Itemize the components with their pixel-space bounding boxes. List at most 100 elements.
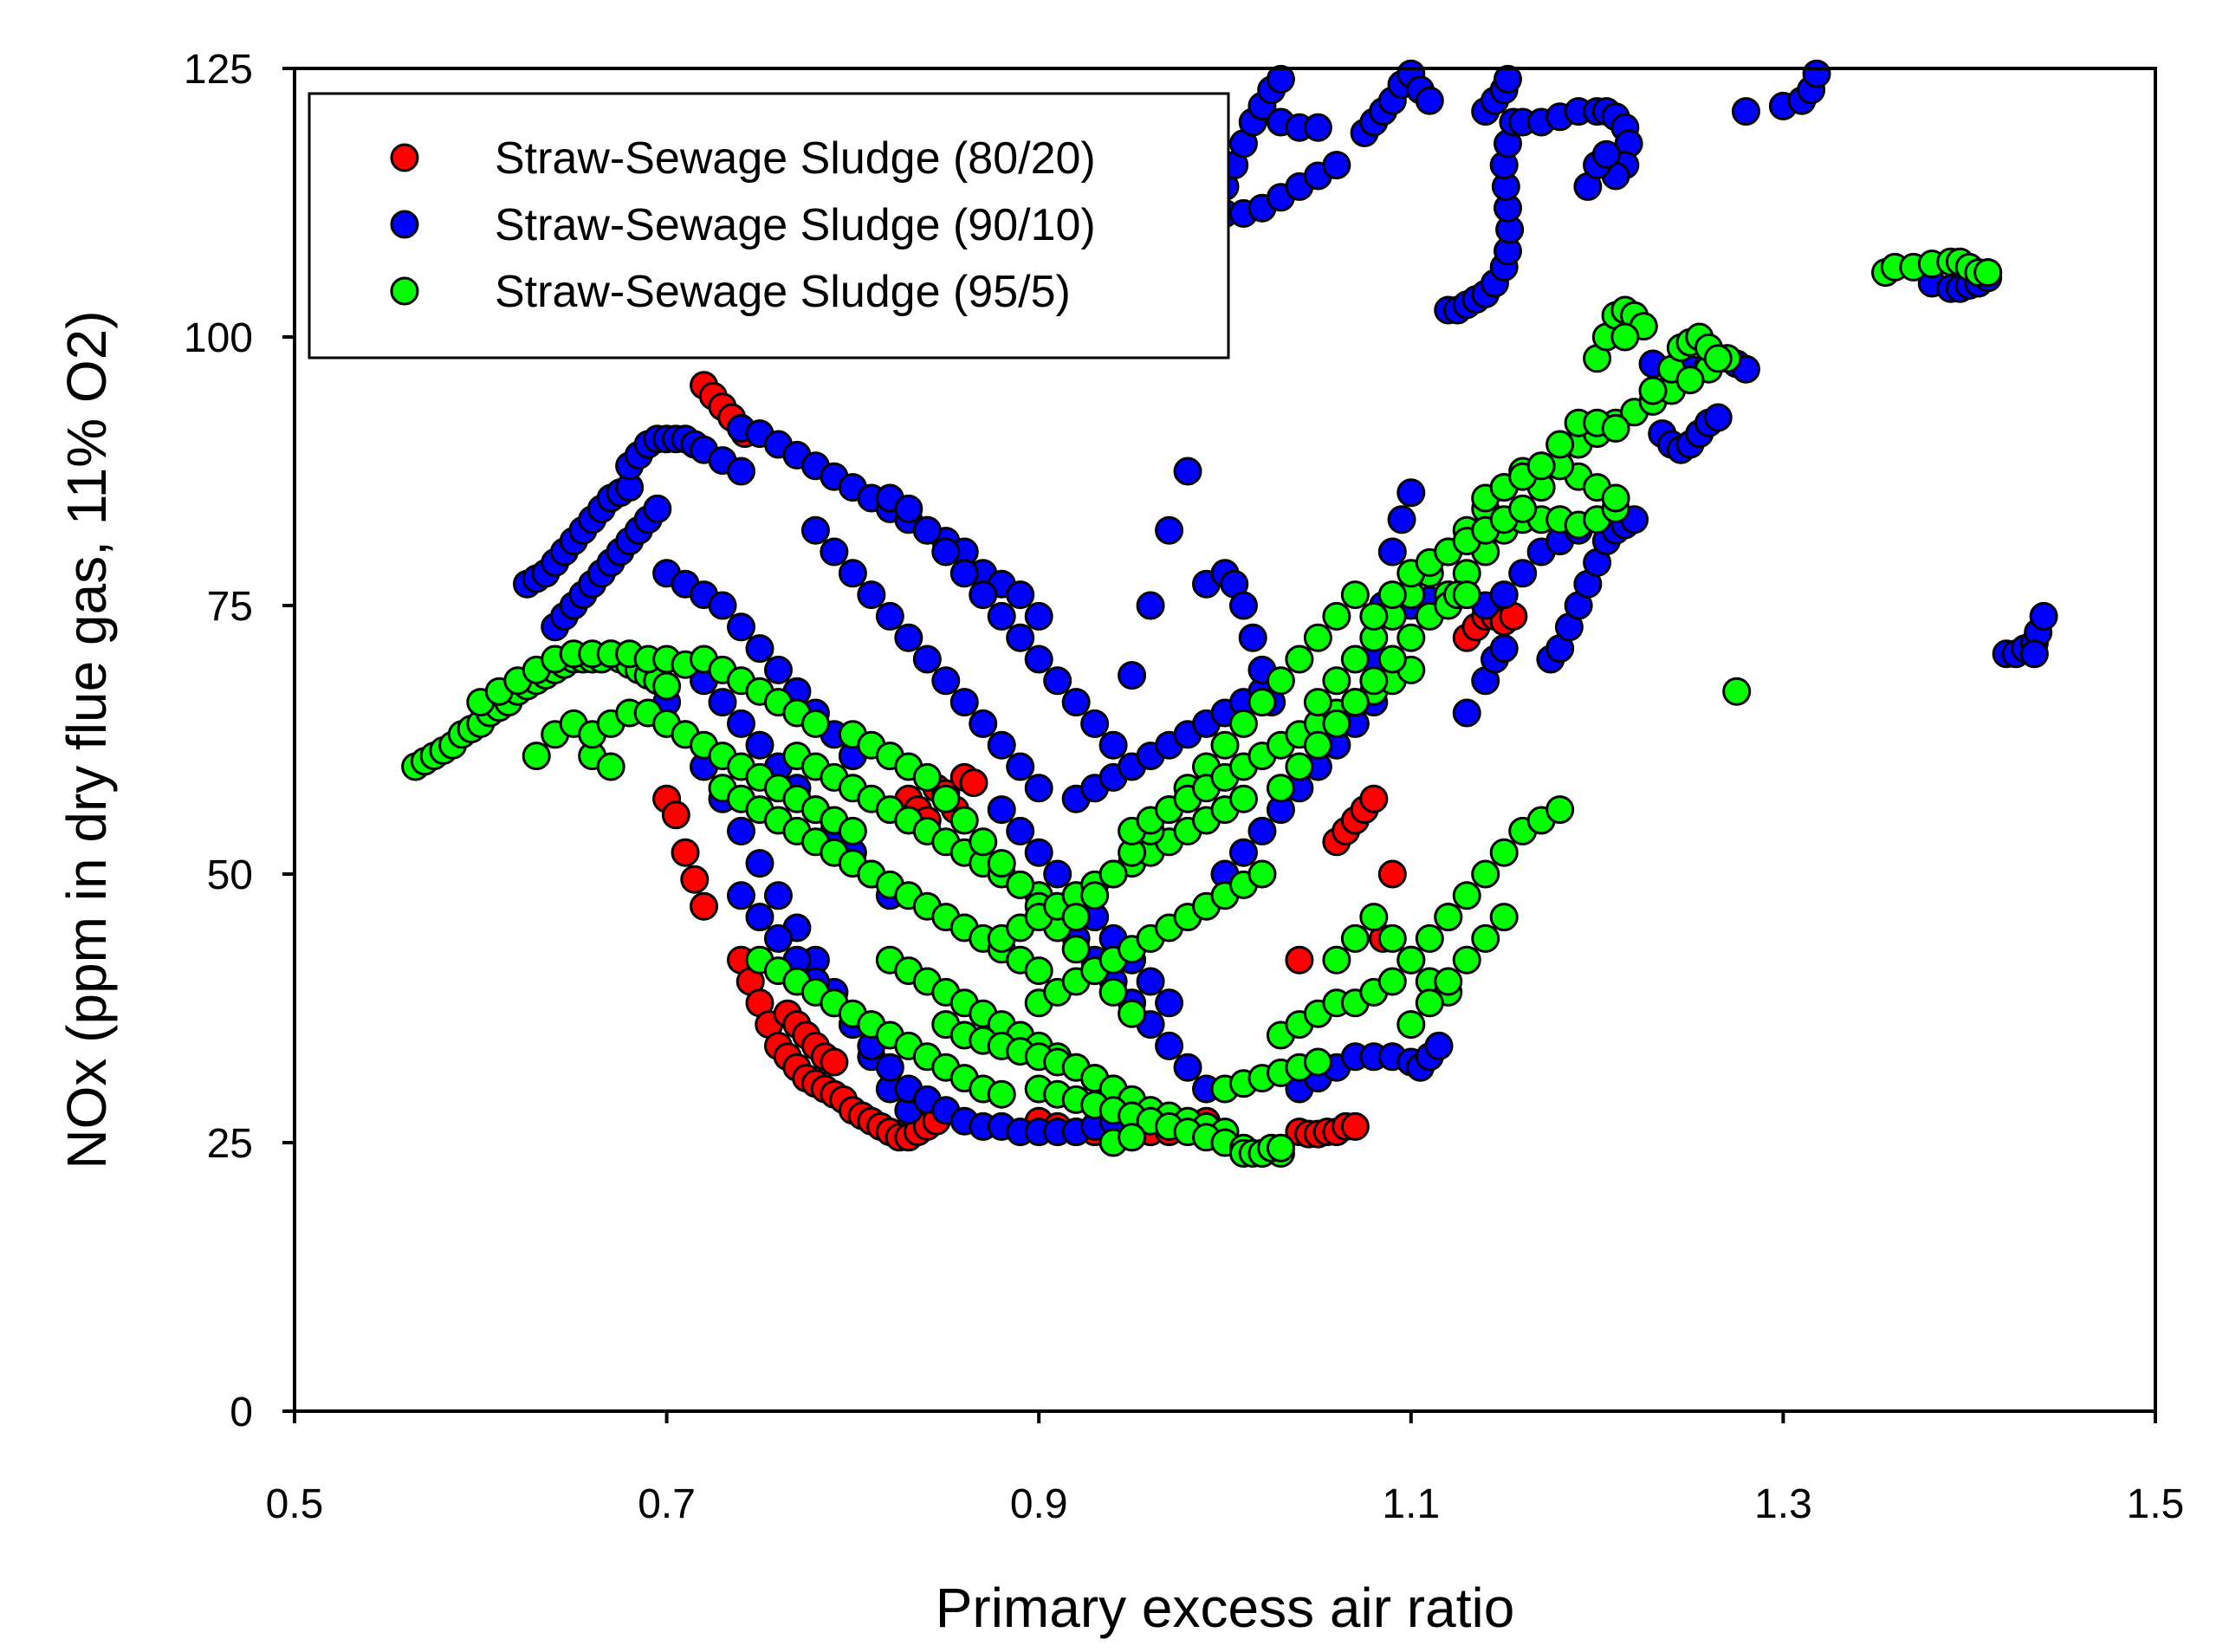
data-point [1061, 935, 1091, 964]
data-point [1266, 774, 1295, 803]
data-point [1601, 483, 1630, 513]
data-point [727, 709, 756, 738]
data-point [1322, 151, 1351, 180]
data-point [912, 515, 942, 545]
data-point [1601, 413, 1630, 443]
data-point [1285, 752, 1314, 781]
data-point [987, 601, 1016, 631]
data-point [931, 784, 961, 813]
data-point [1303, 730, 1332, 760]
x-tick-label: 0.5 [266, 1481, 324, 1527]
data-point [1136, 967, 1165, 996]
data-point [1303, 623, 1332, 652]
data-point [1303, 113, 1332, 142]
data-point [671, 838, 700, 867]
data-point [1452, 698, 1481, 728]
data-point [987, 1079, 1016, 1109]
data-point [1452, 881, 1481, 910]
data-point [708, 688, 737, 717]
data-point [1722, 677, 1752, 706]
data-point [745, 634, 774, 664]
data-point [2029, 601, 2058, 631]
data-point [1118, 661, 1147, 690]
data-point [1210, 730, 1240, 760]
data-point [1006, 580, 1035, 610]
data-point [1228, 709, 1258, 738]
legend-marker [390, 276, 419, 306]
data-point [1043, 859, 1072, 889]
data-point [1359, 601, 1389, 631]
data-point [1396, 945, 1426, 975]
legend-box [308, 92, 1230, 360]
plot-frame [293, 67, 2157, 1413]
data-point [1471, 859, 1500, 889]
y-tick-label: 25 [207, 1121, 253, 1167]
data-point [1238, 623, 1267, 652]
data-point [912, 762, 942, 792]
data-point [1452, 580, 1481, 610]
data-point [1118, 1123, 1147, 1152]
data-point [1359, 666, 1389, 696]
y-axis-label: NOx (ppm in dry flue gas, 11% O2) [55, 310, 118, 1169]
data-point [1489, 634, 1519, 664]
data-point [1545, 430, 1575, 459]
data-point [1118, 999, 1147, 1028]
data-point [959, 768, 988, 798]
data-point [1098, 730, 1128, 760]
data-point [1377, 967, 1407, 996]
data-point [1024, 601, 1053, 631]
series-2 [401, 247, 2003, 1168]
data-point [680, 865, 710, 894]
data-point [1043, 666, 1072, 696]
data-point [1526, 451, 1556, 481]
data-point [1155, 1031, 1184, 1060]
data-point [1322, 601, 1351, 631]
data-point [875, 601, 904, 631]
y-tick-label: 75 [207, 584, 253, 630]
data-point [1508, 559, 1538, 588]
data-point [745, 849, 774, 878]
data-point [800, 515, 830, 545]
x-axis-label: Primary excess air ratio [936, 1577, 1515, 1639]
data-point [690, 891, 719, 921]
data-point [763, 655, 793, 684]
data-point [1731, 97, 1760, 126]
data-point [820, 1047, 849, 1077]
data-point [800, 709, 830, 738]
data-point [1247, 688, 1277, 717]
data-point [894, 494, 923, 523]
data-point [1489, 903, 1519, 932]
data-point [1545, 795, 1575, 825]
legend-marker [390, 210, 419, 239]
data-point [949, 806, 979, 835]
y-tick-label: 50 [207, 852, 253, 898]
legend-marker [390, 143, 419, 172]
data-point [1377, 580, 1407, 610]
data-point [1024, 838, 1053, 867]
data-point [857, 580, 886, 610]
data-point [1377, 859, 1407, 889]
data-point [1610, 322, 1640, 352]
x-tick-label: 1.3 [1754, 1481, 1812, 1527]
data-point [1359, 903, 1389, 932]
data-point [727, 881, 756, 910]
data-point [652, 671, 682, 701]
data-point [1155, 515, 1184, 545]
series-1 [513, 59, 2058, 1147]
data-point [1303, 688, 1332, 717]
data-point [1415, 988, 1444, 1018]
data-point [1080, 881, 1110, 910]
data-point [1424, 1031, 1454, 1060]
data-point [838, 559, 867, 588]
data-point [1434, 903, 1463, 932]
data-point [1377, 645, 1407, 674]
data-point [1638, 376, 1668, 405]
data-point [661, 800, 690, 830]
data-point [1387, 505, 1416, 534]
data-point [875, 1053, 904, 1082]
data-point [1489, 838, 1519, 867]
data-point [1285, 945, 1314, 975]
x-tick-label: 0.9 [1010, 1481, 1068, 1527]
data-point [1415, 923, 1444, 953]
